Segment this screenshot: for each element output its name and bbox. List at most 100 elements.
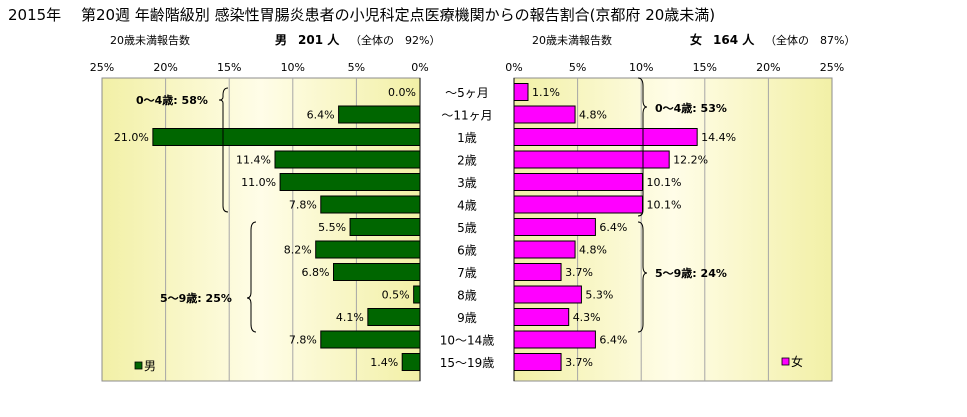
male-bar	[413, 285, 421, 304]
female-value-label: 1.1%	[532, 86, 560, 99]
male-header-sex: 男	[275, 33, 287, 47]
category-label: 1歳	[457, 131, 477, 145]
male-x-tick: 0%	[411, 61, 428, 74]
female-header-note: （全体の 87%）	[765, 33, 855, 47]
category-label: 15～19歳	[440, 356, 495, 370]
category-label: 6歳	[457, 244, 477, 258]
female-value-label: 6.4%	[599, 221, 627, 234]
male-value-label: 11.0%	[241, 176, 276, 189]
male-bar	[338, 105, 421, 124]
male-x-tick: 10%	[281, 61, 305, 74]
value-labels: 0.0% 1.1% 6.4% 4.8% 21.0% 14.4% 11.4% 12.2% 11.0…	[114, 86, 736, 369]
category-label: 8歳	[457, 289, 477, 303]
male-0-4-group-label: 0～4歳: 58%	[136, 93, 208, 107]
male-legend-label: 男	[144, 359, 156, 373]
male-value-label: 5.5%	[318, 221, 346, 234]
female-bar	[513, 105, 576, 124]
male-5-9-group-label: 5～9歳: 25%	[160, 291, 232, 305]
male-5-9-bracket	[246, 221, 257, 333]
female-bar	[513, 308, 570, 326]
female-value-label: 4.8%	[579, 109, 607, 122]
male-value-label: 21.0%	[114, 131, 149, 144]
bars	[152, 78, 698, 381]
male-bar	[315, 240, 421, 259]
male-value-label: 0.5%	[382, 289, 410, 302]
category-label: 5歳	[457, 221, 477, 235]
male-header-note: （全体の 92%）	[350, 33, 440, 47]
female-bar	[513, 330, 596, 349]
chart-title: 2015年 第20週 年齢階級別 感染性胃腸炎患者の小児科定点医療機関からの報告…	[8, 6, 715, 24]
male-bar	[274, 150, 421, 169]
category-label: ～11ヶ月	[441, 109, 492, 123]
male-value-label: 6.8%	[302, 266, 330, 279]
female-0-4-group-label: 0～4歳: 53%	[655, 101, 727, 115]
male-header-label: 20歳未満報告数	[110, 34, 190, 47]
female-value-label: 3.7%	[565, 266, 593, 279]
female-x-tick: 0%	[505, 61, 522, 74]
male-x-tick: 20%	[153, 61, 177, 74]
female-bar	[513, 218, 596, 236]
female-bar	[513, 240, 576, 259]
female-x-tick: 15%	[693, 61, 717, 74]
category-label: 7歳	[457, 266, 477, 280]
male-value-label: 1.4%	[370, 356, 398, 369]
female-bar	[513, 263, 562, 281]
male-value-label: 6.4%	[307, 109, 335, 122]
female-legend-label: 女	[791, 354, 803, 369]
female-header-count: 164 人	[713, 32, 755, 47]
female-x-tick: 25%	[820, 61, 844, 74]
female-value-label: 12.2%	[673, 154, 708, 167]
male-bar	[349, 218, 421, 236]
female-value-label: 10.1%	[646, 176, 681, 189]
male-x-tick: 5%	[348, 61, 365, 74]
x-tick-labels: 0% 0% 5% 5% 10% 10% 15% 15% 20% 20% 25% 25%	[90, 61, 844, 74]
female-value-label: 5.3%	[585, 289, 613, 302]
male-value-label: 7.8%	[289, 334, 317, 347]
category-labels: ～5ヶ月 ～11ヶ月 1歳 2歳 3歳 4歳 5歳 6歳 7歳 8歳 9歳 10～14歳 15～19歳	[440, 86, 495, 370]
male-legend-swatch	[134, 361, 143, 370]
category-label: 10～14歳	[440, 334, 495, 348]
male-x-tick: 25%	[90, 61, 114, 74]
female-bar	[513, 150, 670, 169]
male-x-tick: 15%	[217, 61, 241, 74]
male-value-label: 11.4%	[236, 154, 271, 167]
female-value-label: 14.4%	[701, 131, 736, 144]
male-bar	[279, 173, 421, 191]
male-value-label: 4.1%	[336, 311, 364, 324]
female-bar	[513, 285, 582, 304]
male-bar	[320, 195, 421, 214]
category-label: 9歳	[457, 311, 477, 325]
male-0-4-bracket	[218, 87, 229, 213]
female-value-label: 3.7%	[565, 356, 593, 369]
category-label: 4歳	[457, 199, 477, 213]
female-value-label: 10.1%	[646, 199, 681, 212]
female-5-9-group-label: 5～9歳: 24%	[655, 266, 727, 280]
female-value-label: 4.8%	[579, 244, 607, 257]
male-value-label: 8.2%	[284, 244, 312, 257]
male-value-label: 7.8%	[289, 199, 317, 212]
male-bar	[367, 308, 421, 326]
female-bar	[513, 353, 562, 371]
female-header-label: 20歳未満報告数	[532, 34, 612, 47]
female-x-tick: 5%	[569, 61, 586, 74]
female-header-sex: 女	[690, 32, 702, 47]
male-header-count: 201 人	[298, 32, 340, 47]
category-label: ～5ヶ月	[445, 86, 489, 100]
female-5-9-bracket	[637, 221, 648, 333]
female-bar	[513, 83, 529, 101]
male-value-label: 0.0%	[388, 86, 416, 99]
male-bar	[152, 128, 421, 146]
female-bar	[513, 195, 643, 214]
female-value-label: 6.4%	[599, 334, 627, 347]
male-bar	[401, 353, 421, 371]
male-bar	[333, 263, 421, 281]
female-value-label: 4.3%	[573, 311, 601, 324]
female-bar	[513, 128, 698, 146]
female-bar	[513, 173, 643, 191]
male-bar	[320, 330, 421, 349]
female-x-tick: 10%	[629, 61, 653, 74]
female-0-4-bracket	[637, 77, 648, 217]
category-label: 2歳	[457, 154, 477, 168]
